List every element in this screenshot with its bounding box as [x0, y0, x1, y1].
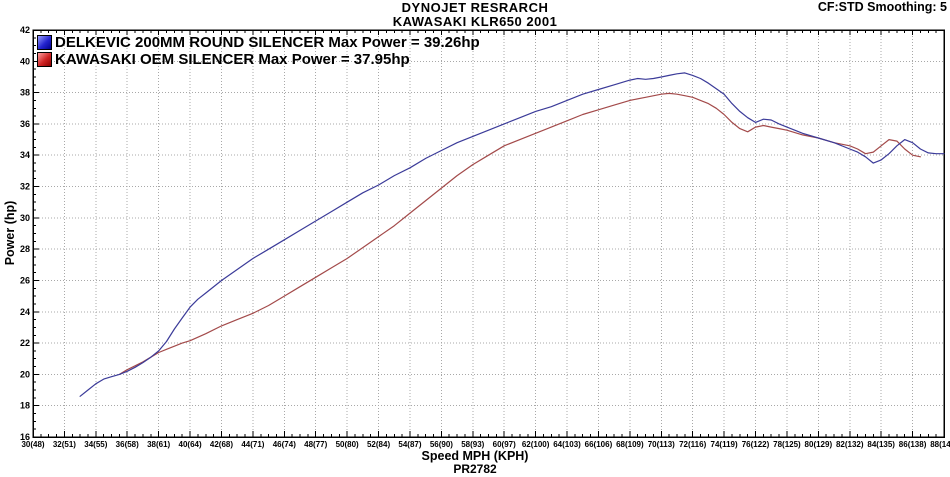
y-tick-label: 16 — [20, 432, 30, 442]
legend-row-delkevic: DELKEVIC 200MM ROUND SILENCER Max Power … — [37, 34, 480, 51]
y-tick-label: 22 — [20, 338, 30, 348]
x-tick-label: 56(90) — [430, 440, 453, 449]
x-tick-label: 40(64) — [179, 440, 202, 449]
x-tick-label: 54(87) — [398, 440, 421, 449]
x-tick-label: 32(51) — [53, 440, 76, 449]
y-tick-label: 42 — [20, 25, 30, 35]
x-tick-label: 80(129) — [805, 440, 833, 449]
legend: DELKEVIC 200MM ROUND SILENCER Max Power … — [37, 34, 480, 68]
x-tick-label: 48(77) — [304, 440, 327, 449]
y-tick-label: 24 — [20, 307, 30, 317]
chart-title: DYNOJET RESRARCH — [401, 0, 549, 15]
x-tick-label: 60(97) — [493, 440, 516, 449]
y-axis-title: Power (hp) — [3, 200, 17, 266]
y-tick-label: 38 — [20, 88, 30, 98]
legend-row-oem: KAWASAKI OEM SILENCER Max Power = 37.95h… — [37, 51, 480, 68]
x-tick-label: 74(119) — [711, 440, 738, 449]
legend-label-oem: KAWASAKI OEM SILENCER Max Power = 37.95h… — [55, 51, 410, 68]
x-tick-label: 82(132) — [836, 440, 864, 449]
x-tick-label: 46(74) — [273, 440, 296, 449]
legend-label-delkevic: DELKEVIC 200MM ROUND SILENCER Max Power … — [55, 34, 480, 51]
y-tick-label: 34 — [20, 150, 30, 160]
power-curve-delkevic-200mm-round-silencer — [79, 72, 945, 397]
x-tick-label: 68(109) — [616, 440, 644, 449]
smoothing-setting: CF:STD Smoothing: 5 — [817, 0, 947, 14]
delkevic-series-swatch-icon — [37, 35, 52, 50]
x-tick-label: 50(80) — [336, 440, 359, 449]
x-tick-label: 88(142) — [930, 440, 950, 449]
x-tick-label: 84(135) — [867, 440, 895, 449]
y-tick-label: 32 — [20, 182, 30, 192]
chart-subtitle: KAWASAKI KLR650 2001 — [392, 14, 558, 29]
x-tick-label: 30(48) — [21, 440, 44, 449]
x-tick-label: 44(71) — [241, 440, 264, 449]
x-tick-label: 36(58) — [116, 440, 139, 449]
x-tick-label: 70(113) — [648, 440, 675, 449]
y-tick-label: 20 — [20, 369, 30, 379]
x-tick-label: 64(103) — [553, 440, 581, 449]
y-tick-label: 30 — [20, 213, 30, 223]
x-tick-label: 78(125) — [773, 440, 801, 449]
y-tick-label: 40 — [20, 56, 30, 66]
x-tick-label: 86(138) — [899, 440, 927, 449]
x-tick-label: 38(61) — [147, 440, 170, 449]
y-tick-label: 28 — [20, 244, 30, 254]
x-axis-title: Speed MPH (KPH) — [421, 449, 529, 463]
x-tick-label: 52(84) — [367, 440, 390, 449]
x-tick-label: 66(106) — [585, 440, 613, 449]
oem-series-swatch-icon — [37, 52, 52, 67]
x-tick-label: 72(116) — [679, 440, 706, 449]
y-tick-label: 26 — [20, 275, 30, 285]
x-tick-label: 42(68) — [210, 440, 233, 449]
x-tick-label: 76(122) — [742, 440, 770, 449]
x-tick-label: 58(93) — [461, 440, 484, 449]
power-curve-kawasaki-oem-silencer — [118, 92, 922, 375]
y-tick-label: 36 — [20, 119, 30, 129]
plot-border — [32, 29, 945, 438]
x-tick-label: 62(100) — [522, 440, 550, 449]
y-tick-label: 18 — [20, 401, 30, 411]
x-tick-label: 34(55) — [84, 440, 107, 449]
run-id: PR2782 — [453, 462, 497, 476]
